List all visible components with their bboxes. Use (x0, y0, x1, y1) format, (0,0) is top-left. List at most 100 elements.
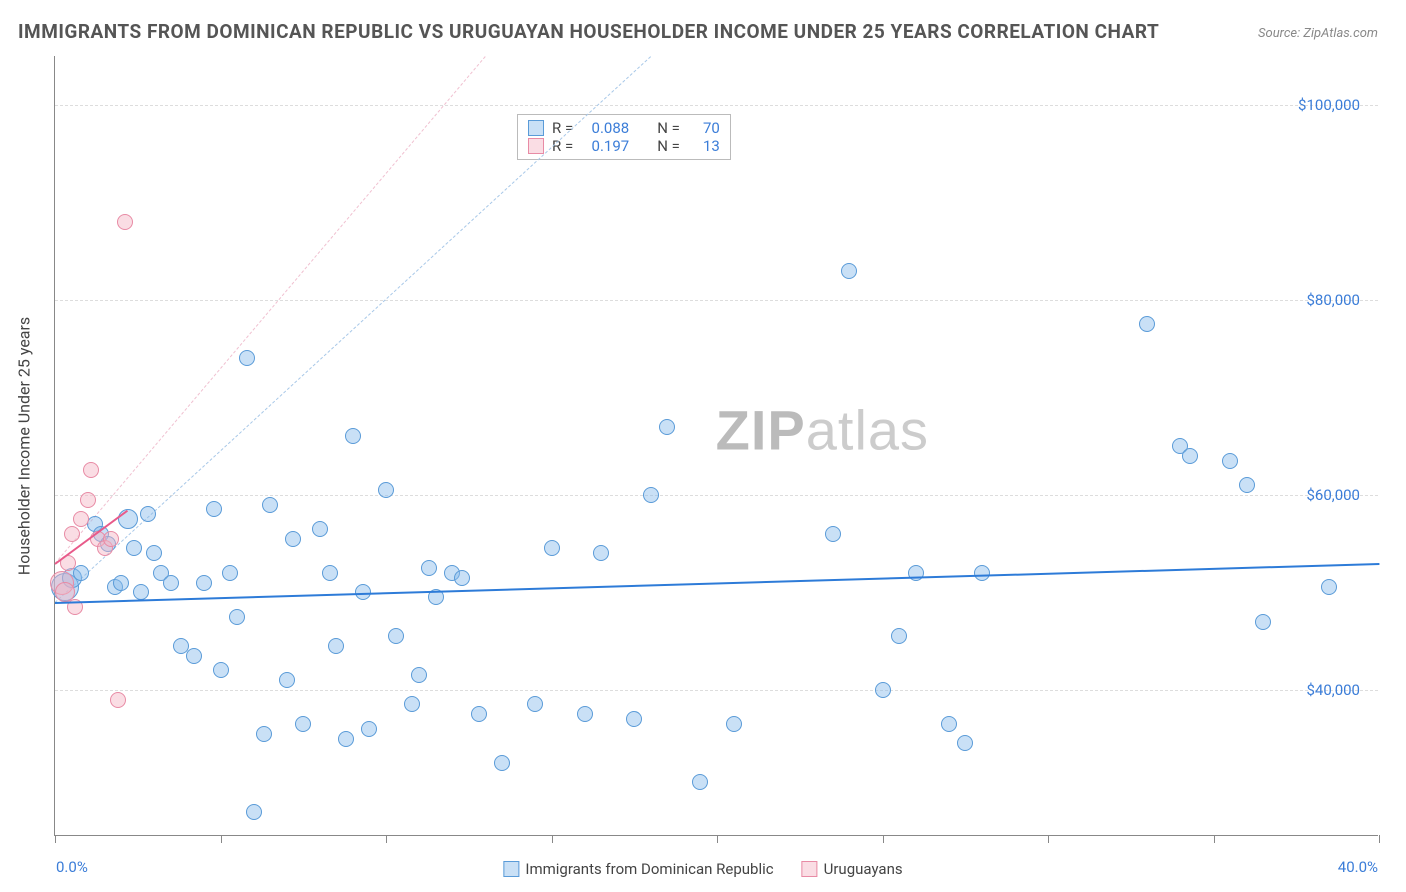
data-point (117, 214, 133, 230)
source-label: Source: ZipAtlas.com (1258, 26, 1378, 41)
data-point (404, 696, 420, 712)
x-tick (883, 835, 884, 843)
data-point (140, 506, 156, 522)
chart-title: IMMIGRANTS FROM DOMINICAN REPUBLIC VS UR… (18, 20, 1159, 43)
data-point (328, 638, 344, 654)
data-point (338, 731, 354, 747)
legend-row: R =0.088N =70 (528, 119, 720, 137)
x-axis-max-label: 40.0% (1338, 858, 1378, 876)
data-point (196, 575, 212, 591)
trend-extension (55, 56, 486, 564)
r-label: R = (552, 137, 573, 155)
data-point (378, 482, 394, 498)
data-point (471, 706, 487, 722)
x-axis-min-label: 0.0% (56, 858, 88, 876)
data-point (186, 648, 202, 664)
data-point (891, 628, 907, 644)
data-point (825, 526, 841, 542)
data-point (1139, 316, 1155, 332)
n-label: N = (657, 137, 680, 155)
data-point (73, 511, 89, 527)
data-point (163, 575, 179, 591)
data-point (83, 462, 99, 478)
data-point (527, 696, 543, 712)
data-point (246, 804, 262, 820)
data-point (279, 672, 295, 688)
data-point (322, 565, 338, 581)
chart-container: IMMIGRANTS FROM DOMINICAN REPUBLIC VS UR… (0, 0, 1406, 892)
data-point (146, 545, 162, 561)
data-point (103, 531, 119, 547)
data-point (285, 531, 301, 547)
gridline (55, 300, 1378, 301)
x-tick (386, 835, 387, 843)
data-point (1321, 579, 1337, 595)
data-point (841, 263, 857, 279)
data-point (361, 721, 377, 737)
legend-label: Immigrants from Dominican Republic (525, 860, 773, 878)
data-point (80, 492, 96, 508)
n-value: 13 (688, 137, 720, 155)
data-point (73, 565, 89, 581)
data-point (593, 545, 609, 561)
x-tick (1214, 835, 1215, 843)
data-point (133, 584, 149, 600)
data-point (118, 509, 138, 529)
data-point (411, 667, 427, 683)
correlation-legend: R = 0.088 N = 70R = 0.197 N = 13 (517, 114, 731, 160)
data-point (454, 570, 470, 586)
gridline (55, 495, 1378, 496)
legend-item: Immigrants from Dominican Republic (503, 860, 773, 878)
data-point (239, 350, 255, 366)
data-point (312, 521, 328, 537)
data-point (726, 716, 742, 732)
data-point (388, 628, 404, 644)
data-point (626, 711, 642, 727)
data-point (659, 419, 675, 435)
data-point (1255, 614, 1271, 630)
gridline (55, 690, 1378, 691)
data-point (643, 487, 659, 503)
gridline (55, 105, 1378, 106)
watermark: ZIPatlas (716, 397, 929, 462)
data-point (295, 716, 311, 732)
data-point (113, 575, 129, 591)
legend-label: Uruguayans (824, 860, 903, 878)
x-tick (221, 835, 222, 843)
legend-swatch (802, 861, 818, 877)
watermark-rest: atlas (806, 398, 929, 461)
x-tick (1048, 835, 1049, 843)
data-point (229, 609, 245, 625)
data-point (1239, 477, 1255, 493)
x-tick (1379, 835, 1380, 843)
data-point (544, 540, 560, 556)
y-tick-label: $100,000 (1298, 96, 1360, 114)
data-point (974, 565, 990, 581)
data-point (1222, 453, 1238, 469)
legend-row: R = 0.197 N = 13 (528, 137, 720, 155)
data-point (875, 682, 891, 698)
data-point (345, 428, 361, 444)
n-label: N = (657, 119, 680, 137)
data-point (64, 526, 80, 542)
x-tick (552, 835, 553, 843)
legend-swatch (528, 120, 544, 136)
r-value: 0.197 (581, 137, 629, 155)
data-point (222, 565, 238, 581)
data-point (494, 755, 510, 771)
trend-line (55, 563, 1379, 604)
data-point (957, 735, 973, 751)
x-tick (717, 835, 718, 843)
y-tick-label: $80,000 (1306, 291, 1360, 309)
data-point (213, 662, 229, 678)
watermark-bold: ZIP (716, 398, 806, 461)
x-tick (55, 835, 56, 843)
data-point (941, 716, 957, 732)
legend-swatch (528, 138, 544, 154)
y-tick-label: $40,000 (1306, 681, 1360, 699)
n-value: 70 (688, 119, 720, 137)
r-value: 0.088 (581, 119, 629, 137)
data-point (577, 706, 593, 722)
data-point (206, 501, 222, 517)
data-point (110, 692, 126, 708)
